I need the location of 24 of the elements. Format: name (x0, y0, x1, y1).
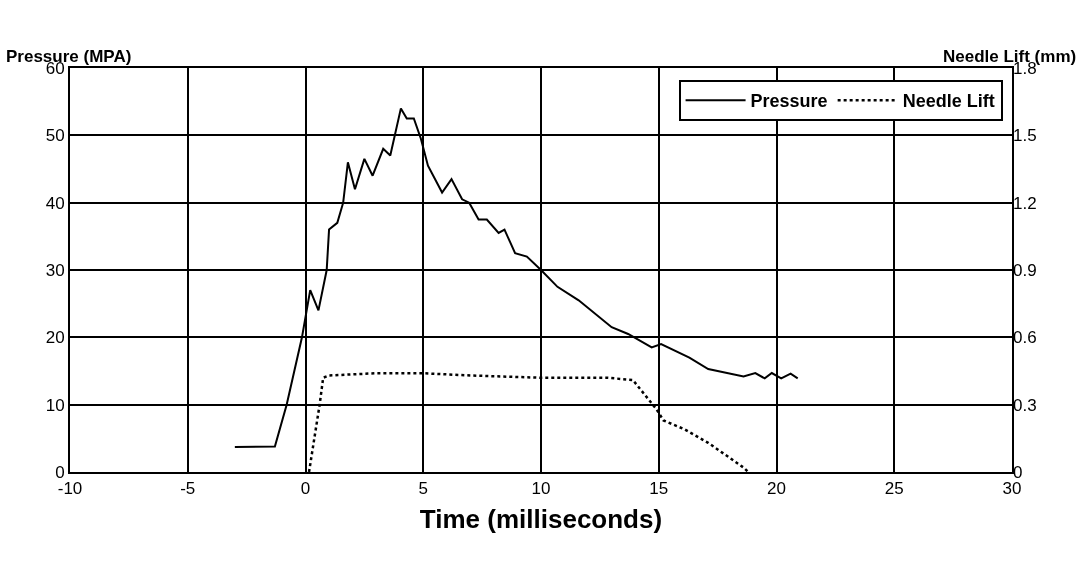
x-tick-label: 5 (418, 479, 428, 499)
y2-tick-label: 1.2 (1013, 193, 1037, 213)
x-tick-label: -10 (57, 479, 83, 499)
y-tick-label: 10 (45, 395, 65, 415)
y-tick-label: 0 (55, 462, 65, 482)
x-tick-label: 0 (300, 479, 311, 499)
legend-label: Pressure (750, 91, 828, 112)
y2-tick-label: 0.9 (1013, 260, 1037, 280)
x-axis-title: Time (milliseconds) (419, 503, 663, 534)
x-tick-label: -5 (180, 479, 196, 499)
x-tick-label: 10 (531, 479, 551, 499)
y-tick-label: 20 (45, 328, 65, 348)
x-tick-label: 15 (649, 479, 669, 499)
x-tick-label: 20 (767, 479, 786, 499)
y2-tick-label: 1.5 (1013, 126, 1037, 146)
x-tick-label: 30 (1002, 479, 1022, 499)
y-tick-label: 30 (45, 260, 65, 280)
y2-tick-label: 0.6 (1013, 328, 1037, 348)
x-tick-label: 25 (884, 479, 904, 499)
legend-label: Needle Lift (902, 91, 995, 112)
y-tick-label: 50 (45, 126, 65, 146)
y-tick-label: 40 (45, 193, 65, 213)
y2-tick-label: 0 (1013, 462, 1023, 482)
y2-tick-label: 0.3 (1013, 395, 1037, 415)
